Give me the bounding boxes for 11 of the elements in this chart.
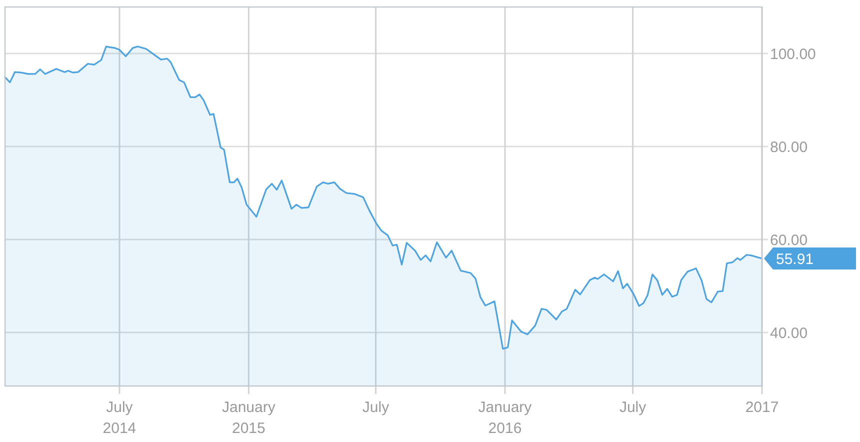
y-tick-label: 40.00: [770, 324, 808, 342]
x-tick-label: January 2016: [478, 399, 532, 437]
x-tick-label: 2017: [745, 399, 779, 416]
y-tick-label: 60.00: [770, 232, 808, 249]
x-tick-label: July: [362, 399, 390, 416]
x-tick-label: July: [619, 399, 647, 416]
annotation: 55.91: [776, 250, 814, 268]
x-tick-label: January 2015: [222, 399, 276, 437]
y-tick-label: 100.00: [770, 46, 816, 63]
y-tick-label: 80.00: [770, 138, 808, 156]
x-tick-label: July 2014: [102, 399, 136, 437]
